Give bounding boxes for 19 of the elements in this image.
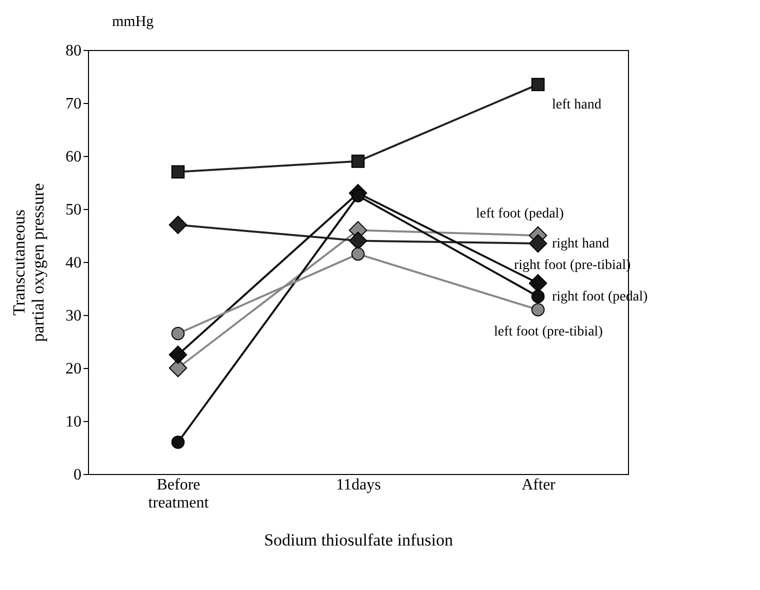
y-tick-label: 70 [66, 96, 82, 112]
x-tick-label: 11days [336, 476, 381, 494]
y-axis-title: Transcutaneous partial oxygen pressure [10, 183, 48, 342]
y-tick-label: 60 [66, 148, 82, 166]
y-tick-label: 50 [66, 202, 82, 218]
series-label: right hand [552, 236, 610, 252]
text: mmHg [112, 14, 154, 31]
y-tick-label: 80 [66, 42, 82, 60]
x-tick-label: After [522, 476, 556, 494]
series-label: left foot (pre-tibial) [494, 324, 604, 340]
series-label: left hand [552, 97, 602, 112]
x-axis-title: Sodium thiosulfate infusion [264, 530, 454, 550]
series-label: left foot (pedal) [476, 206, 564, 222]
y-tick-label: 20 [66, 360, 82, 378]
x-tick-label: Before treatment [148, 476, 210, 512]
y-tick-label: 40 [66, 254, 82, 272]
y-tick-label: 30 [66, 308, 82, 324]
y-tick-label: 0 [74, 466, 82, 484]
y-tick-label: 10 [66, 414, 82, 430]
